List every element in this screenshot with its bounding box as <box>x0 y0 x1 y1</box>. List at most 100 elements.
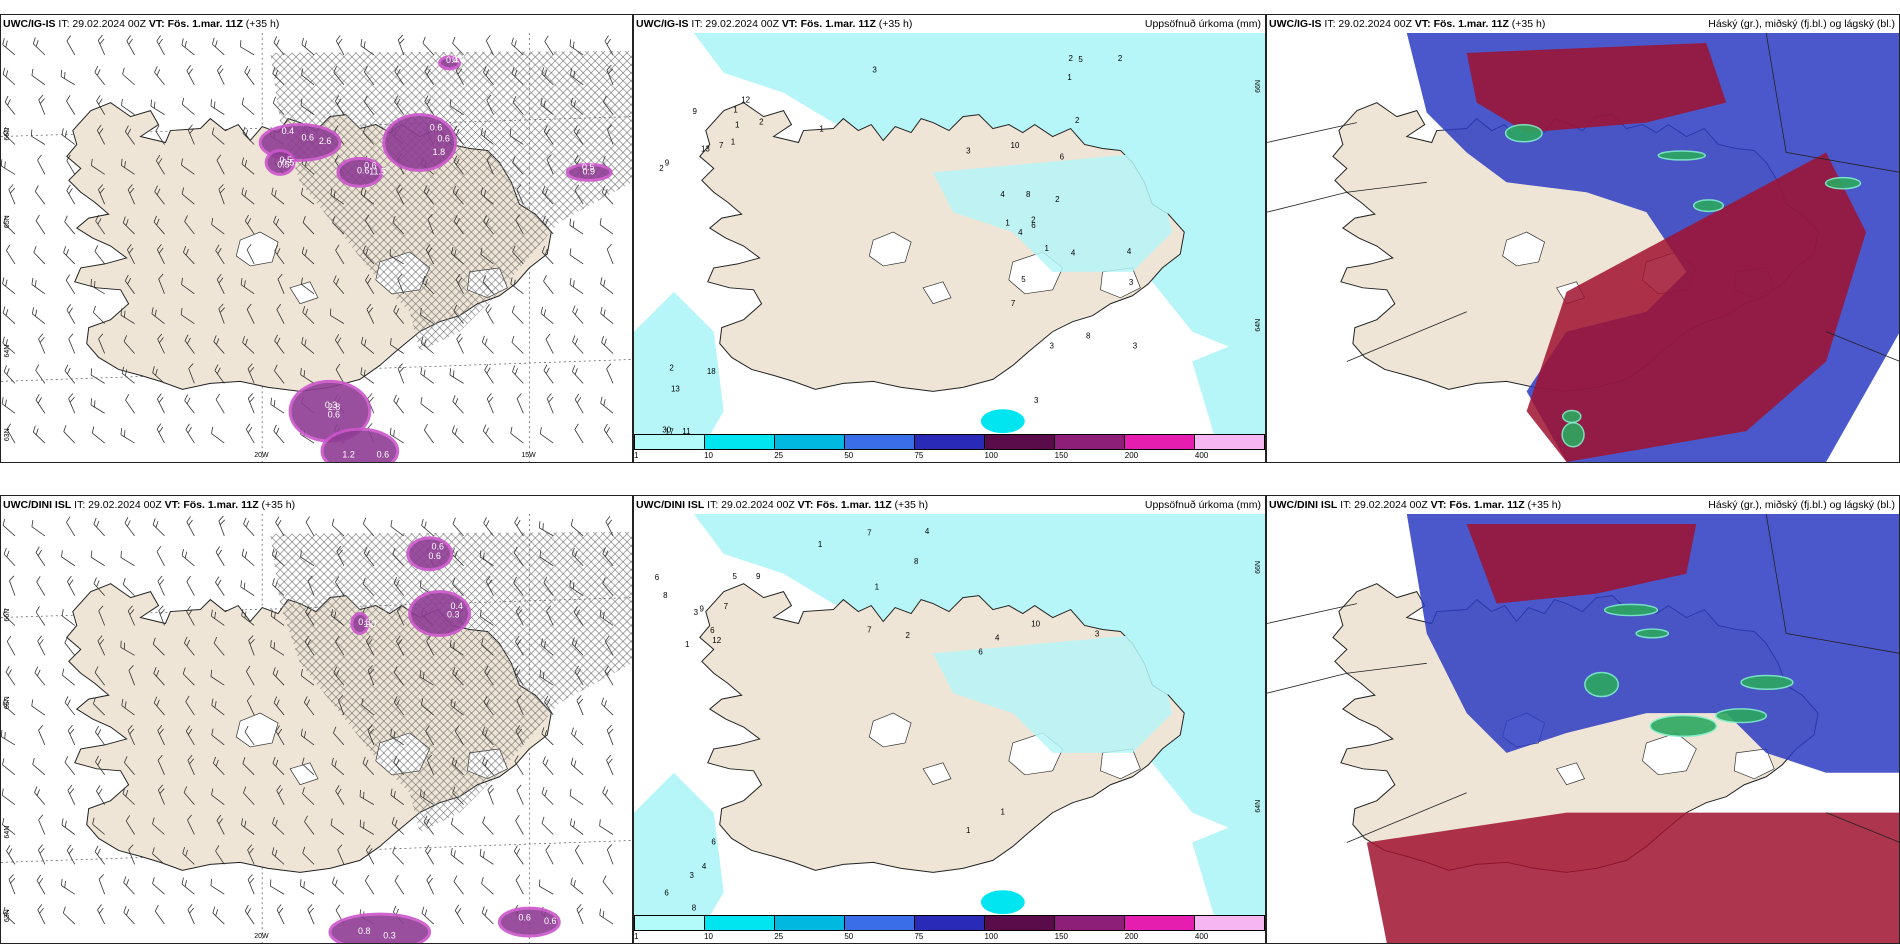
colorbar-tick-label: 1 <box>634 451 639 460</box>
precip-value: 0.3 <box>325 400 337 410</box>
colorbar-tick-label: 10 <box>704 451 714 460</box>
wind-barb <box>362 577 375 596</box>
precip-value: 9 <box>665 158 670 167</box>
wind-barb <box>214 364 225 384</box>
panel-r2-precip: UWC/DINI ISL IT: 29.02.2024 00Z VT: Fös.… <box>633 495 1266 944</box>
wind-barb <box>604 665 614 686</box>
wind-barb <box>426 874 434 895</box>
lon-label: 20W <box>254 933 269 940</box>
wind-barb <box>67 724 76 746</box>
precip-value: 3 <box>1133 341 1138 350</box>
wind-barb <box>574 393 584 414</box>
wind-barb <box>122 577 135 596</box>
wind-barb <box>512 156 524 175</box>
wind-barb <box>64 696 76 716</box>
precip-blob <box>497 906 561 938</box>
wind-barb <box>337 844 345 865</box>
wind-barb <box>515 814 524 835</box>
precip-value: 1 <box>1067 73 1072 82</box>
precip-value: 0.6 <box>431 542 443 552</box>
wind-barb <box>601 335 614 354</box>
wind-barb <box>480 127 494 145</box>
wind-barb <box>572 365 584 384</box>
panel-r2-cloud: UWC/DINI ISL IT: 29.02.2024 00Z VT: Fös.… <box>1266 495 1900 944</box>
wind-barb <box>276 784 285 805</box>
wind-barb <box>333 275 345 295</box>
wind-barb <box>301 68 315 86</box>
wind-barb <box>248 635 255 656</box>
colorbar-swatch <box>915 916 985 930</box>
wind-barb <box>34 666 46 686</box>
panel-header: UWC/DINI ISL IT: 29.02.2024 00Z VT: Fös.… <box>1267 496 1899 514</box>
wind-barb <box>424 95 434 115</box>
wind-barb <box>246 244 255 265</box>
wind-barb <box>397 363 405 384</box>
precip-area-se <box>1192 812 1265 943</box>
precip-value: 1 <box>875 583 880 592</box>
wind-barb <box>91 426 105 444</box>
wind-barb <box>367 724 375 746</box>
precip-value: 1 <box>818 540 823 549</box>
wind-barb <box>425 244 434 265</box>
wind-barb <box>212 906 225 925</box>
wind-barb <box>244 65 255 85</box>
wind-barb <box>66 304 76 324</box>
wind-barb <box>32 425 46 444</box>
wind-barb <box>543 576 554 596</box>
precip-value: 5 <box>732 572 737 581</box>
wind-barb <box>482 275 494 295</box>
wind-barb <box>602 875 614 895</box>
wind-barb <box>569 218 584 235</box>
wind-barb <box>335 576 345 596</box>
wind-barb <box>181 549 195 567</box>
wind-barb <box>3 547 16 567</box>
wind-barb <box>184 215 195 235</box>
wind-barb <box>542 186 554 205</box>
wind-barb <box>540 98 554 115</box>
colorbar-swatch <box>845 435 915 449</box>
wind-barb <box>36 874 46 895</box>
wind-barb <box>63 425 76 444</box>
wind-barb <box>452 395 464 414</box>
wind-barb <box>300 368 315 384</box>
map-area <box>1267 514 1899 943</box>
wind-barb <box>126 35 135 56</box>
wind-barb <box>90 398 105 414</box>
precip-value: 4 <box>1018 228 1023 237</box>
lead-time: (+35 h) <box>1524 499 1562 511</box>
wind-barb <box>187 124 195 145</box>
wind-barb <box>120 428 135 444</box>
wind-barb <box>362 756 375 776</box>
cloud-mid <box>1366 812 1899 943</box>
wind-barb <box>124 517 135 537</box>
boundary-line <box>1267 122 1357 143</box>
wind-barb <box>152 637 165 656</box>
wind-barb <box>181 158 195 175</box>
precip-area <box>693 514 1265 843</box>
wind-barb <box>38 724 46 746</box>
panel-r1-precip: UWC/IG-IS IT: 29.02.2024 00Z VT: Fös. 1.… <box>633 14 1266 463</box>
wind-barb <box>300 550 315 567</box>
precip-value: 1 <box>685 640 690 649</box>
wind-barb <box>456 333 464 354</box>
wind-barb <box>217 64 225 85</box>
wind-barb <box>61 609 76 626</box>
precip-value: 0.6 <box>328 410 340 420</box>
wind-barb <box>389 249 404 265</box>
boundary-line <box>1825 812 1899 843</box>
wind-barb <box>569 39 584 56</box>
colorbar: 1 10 25 50 75 100 150 200 400 <box>634 434 1265 462</box>
valid-time-label: VT: <box>797 499 817 511</box>
wind-barb <box>300 98 315 115</box>
wind-barb <box>516 695 524 716</box>
wind-barb <box>243 786 255 805</box>
wind-barb <box>241 157 255 175</box>
wind-barb <box>35 214 46 235</box>
wind-barb <box>480 247 494 265</box>
boundary-line <box>1765 514 1899 654</box>
precip-value: 4 <box>702 862 707 871</box>
lat-label: 65N <box>4 215 11 228</box>
wind-barb <box>273 215 285 235</box>
precip-value: 0.3 <box>447 609 459 619</box>
wind-barb <box>392 846 405 865</box>
